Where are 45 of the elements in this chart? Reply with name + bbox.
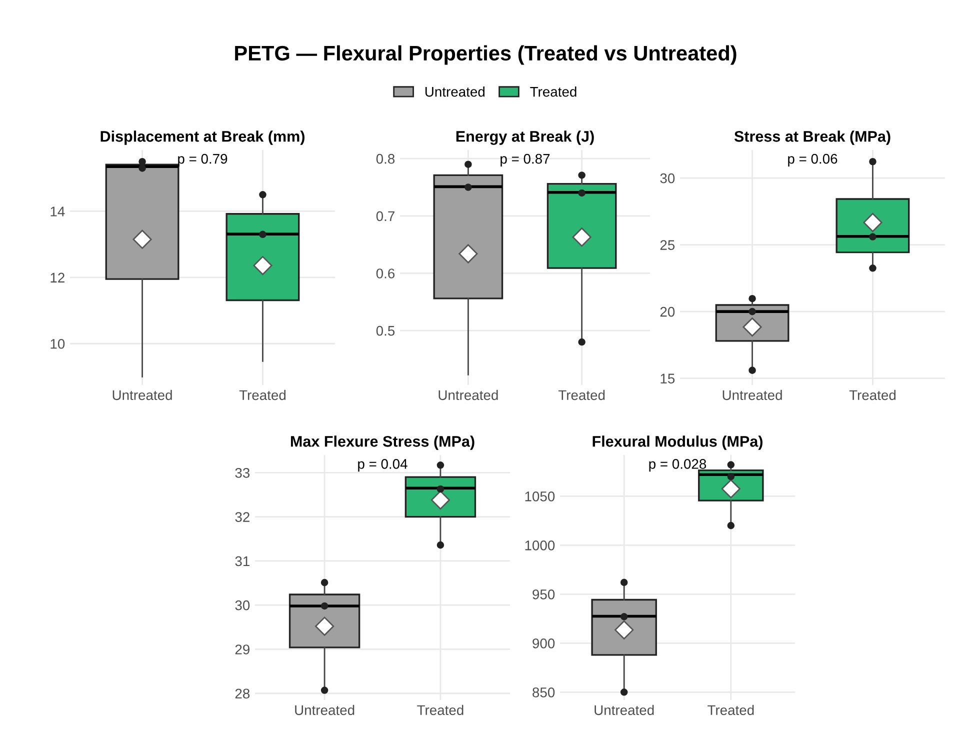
x-tick-label: Untreated	[295, 704, 354, 716]
y-tick-label: 32	[235, 512, 250, 522]
annotation: p = 0.87	[500, 154, 550, 166]
y-tick-label: 950	[532, 589, 555, 600]
x-tick-label: Untreated	[112, 390, 172, 400]
chart-title: Stress at Break (MPa)	[734, 130, 890, 145]
chart-title: Displacement at Break (mm)	[100, 130, 304, 145]
y-tick-label: 1050	[525, 491, 555, 502]
y-tick-label: 30	[235, 600, 250, 610]
x-tick-label: Untreated	[594, 704, 654, 716]
y-tick-label: 15	[660, 374, 675, 384]
annotation: p = 0.06	[788, 154, 838, 166]
y-tick-label: 0.5	[376, 326, 395, 336]
y-tick-label: 30	[660, 173, 675, 184]
legend-label: Treated	[530, 86, 576, 97]
legend-label: Untreated	[425, 86, 484, 97]
x-tick-label: Treated	[708, 704, 754, 716]
x-tick-label: Treated	[558, 390, 605, 400]
y-tick-label: 29	[235, 644, 250, 654]
x-tick-label: Untreated	[722, 390, 782, 400]
chart-title: Energy at Break (J)	[456, 130, 594, 145]
annotation: p = 0.04	[358, 459, 408, 472]
y-tick-label: 0.6	[376, 268, 395, 278]
y-tick-label: 20	[660, 306, 675, 317]
y-tick-label: 900	[532, 638, 555, 648]
x-tick-label: Treated	[239, 390, 286, 400]
y-tick-label: 31	[235, 556, 250, 566]
y-tick-label: 850	[532, 687, 555, 698]
y-tick-label: 0.7	[376, 211, 394, 222]
x-tick-label: Treated	[849, 390, 896, 400]
y-tick-label: 25	[660, 240, 675, 250]
chart-title: Flexural Modulus (MPa)	[592, 436, 762, 450]
annotation: p = 0.79	[178, 154, 228, 166]
annotation: p = 0.028	[649, 459, 706, 472]
y-tick-label: 10	[50, 338, 65, 349]
y-tick-label: 0.8	[376, 154, 395, 164]
text: PETG — Flexural Properties (Treated vs Untreated)	[235, 45, 736, 65]
y-tick-label: 1000	[525, 540, 555, 550]
x-tick-label: Treated	[417, 704, 464, 716]
x-tick-label: Untreated	[438, 390, 498, 400]
y-tick-label: 12	[50, 272, 64, 282]
chart-title: Max Flexure Stress (MPa)	[290, 436, 474, 450]
y-tick-label: 14	[50, 206, 65, 216]
y-tick-label: 33	[235, 468, 250, 478]
y-tick-label: 28	[235, 688, 250, 699]
